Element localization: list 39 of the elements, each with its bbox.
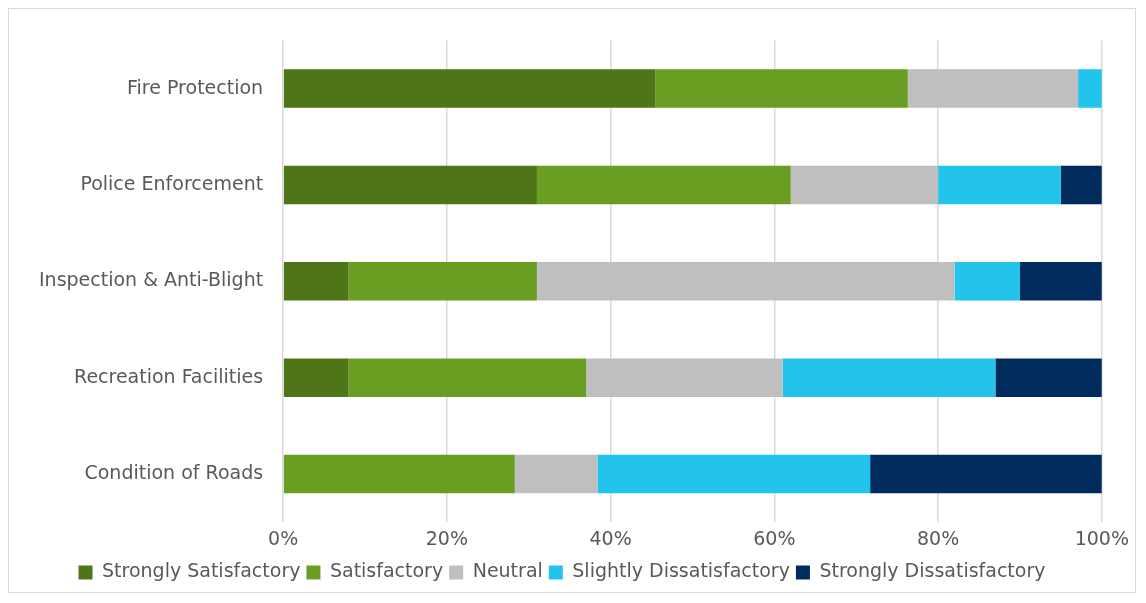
bar (283, 454, 515, 494)
legend-label: Neutral (472, 559, 543, 582)
bar (1078, 69, 1102, 108)
x-tick-label: 60% (753, 526, 796, 549)
bar (536, 262, 955, 301)
x-tick-label: 0% (268, 526, 299, 549)
bar (348, 358, 587, 397)
bar (907, 69, 1079, 108)
x-tick-label: 20% (425, 526, 468, 549)
bar (283, 69, 656, 108)
bar (586, 358, 783, 397)
bar (870, 454, 1102, 494)
y-tick-label: Police Enforcement (80, 171, 264, 194)
bar (782, 358, 996, 397)
y-tick-label: Condition of Roads (84, 460, 264, 483)
legend-label: Satisfactory (329, 559, 444, 582)
legend-label: Strongly Dissatisfactory (819, 559, 1046, 582)
bar (938, 165, 1061, 205)
bar (790, 165, 939, 205)
bar (283, 358, 349, 397)
y-tick-label: Fire Protection (127, 75, 264, 98)
bar (514, 454, 598, 494)
legend-label: Strongly Satisfactory (102, 559, 301, 582)
y-tick-label: Recreation Facilities (74, 364, 264, 387)
bar (655, 69, 908, 108)
bar (283, 262, 349, 301)
bar (995, 358, 1102, 397)
legend-label: Slightly Dissatisfactory (572, 559, 790, 582)
bar (597, 454, 871, 494)
x-tick-label: 80% (916, 526, 960, 549)
bar (1060, 165, 1102, 205)
y-tick-label: Inspection & Anti-Blight (39, 268, 264, 291)
x-tick-label: 100% (1074, 526, 1129, 549)
x-tick-label: 40% (589, 526, 632, 549)
bar (1019, 262, 1102, 301)
bar (283, 165, 537, 205)
bar (954, 262, 1020, 301)
bar (348, 262, 537, 301)
bar (536, 165, 791, 205)
